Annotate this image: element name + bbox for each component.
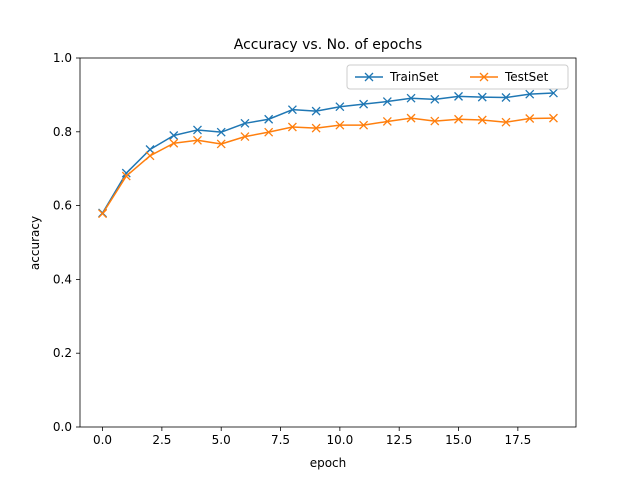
x-tick-label: 10.0 [327, 433, 354, 447]
series-line-trainset [101, 92, 554, 214]
data-point-trainset [121, 168, 131, 178]
data-point-trainset [382, 97, 392, 107]
data-point-trainset [169, 131, 179, 140]
legend-label-trainset: TrainSet [389, 70, 439, 84]
legend-box [346, 64, 569, 90]
data-point-testset [335, 120, 345, 130]
data-point-testset [145, 151, 155, 161]
data-point-trainset [311, 106, 321, 116]
axes-frame [79, 57, 577, 428]
data-point-trainset [145, 145, 155, 154]
data-point-trainset [406, 93, 416, 103]
data-point-testset [525, 114, 535, 123]
y-tick-label: 1.0 [53, 51, 72, 65]
data-point-testset [121, 171, 131, 181]
x-tick-label: 5.0 [212, 433, 231, 447]
data-point-testset [501, 117, 511, 127]
data-point-testset [311, 123, 321, 133]
data-point-trainset [477, 92, 487, 102]
x-tick-label: 0.0 [93, 433, 112, 447]
data-point-testset [454, 114, 463, 124]
x-axis-label: epoch [310, 456, 347, 470]
data-point-testset [430, 116, 440, 126]
legend-marker-testset [479, 72, 489, 82]
y-tick-label: 0.4 [53, 272, 72, 286]
legend-label-testset: TestSet [504, 70, 549, 84]
data-point-testset [548, 113, 558, 123]
data-point-trainset [335, 102, 345, 112]
data-point-testset [406, 113, 416, 123]
y-tick-label: 0.8 [53, 125, 72, 139]
legend-marker-trainset [364, 72, 374, 82]
data-point-testset [382, 117, 392, 126]
data-point-testset [359, 120, 369, 130]
data-point-trainset [430, 94, 440, 104]
data-point-trainset [454, 91, 463, 101]
data-point-testset [193, 135, 202, 145]
x-tick-label: 2.5 [152, 433, 171, 447]
data-point-testset [169, 138, 179, 148]
data-point-trainset [548, 88, 558, 98]
y-tick-label: 0.6 [53, 199, 72, 213]
data-point-trainset [525, 89, 535, 99]
y-tick-label: 0.0 [53, 420, 72, 434]
data-point-testset [264, 127, 274, 137]
data-point-trainset [287, 105, 297, 115]
x-tick-label: 7.5 [271, 433, 290, 447]
data-point-testset [240, 132, 250, 142]
data-point-trainset [216, 127, 226, 137]
data-point-testset [98, 209, 108, 219]
series-line-testset [101, 117, 554, 215]
x-tick-label: 17.5 [504, 433, 531, 447]
data-point-testset [477, 115, 487, 125]
y-tick-label: 0.2 [53, 346, 72, 360]
data-point-testset [216, 139, 226, 149]
x-tick-label: 12.5 [386, 433, 413, 447]
chart-title: Accuracy vs. No. of epochs [234, 37, 422, 53]
data-point-trainset [359, 99, 369, 109]
x-tick-label: 15.0 [445, 433, 472, 447]
data-point-trainset [193, 125, 202, 135]
data-point-trainset [264, 114, 274, 124]
data-point-trainset [240, 118, 250, 128]
y-axis-label: accuracy [28, 216, 42, 270]
data-point-testset [287, 122, 297, 132]
data-point-trainset [501, 93, 511, 102]
plot-area: 0.0 2.5 5.0 7.5 10.0 12.5 15.0 17.5 0.0 0.2 0.4 0.6… [53, 51, 577, 447]
